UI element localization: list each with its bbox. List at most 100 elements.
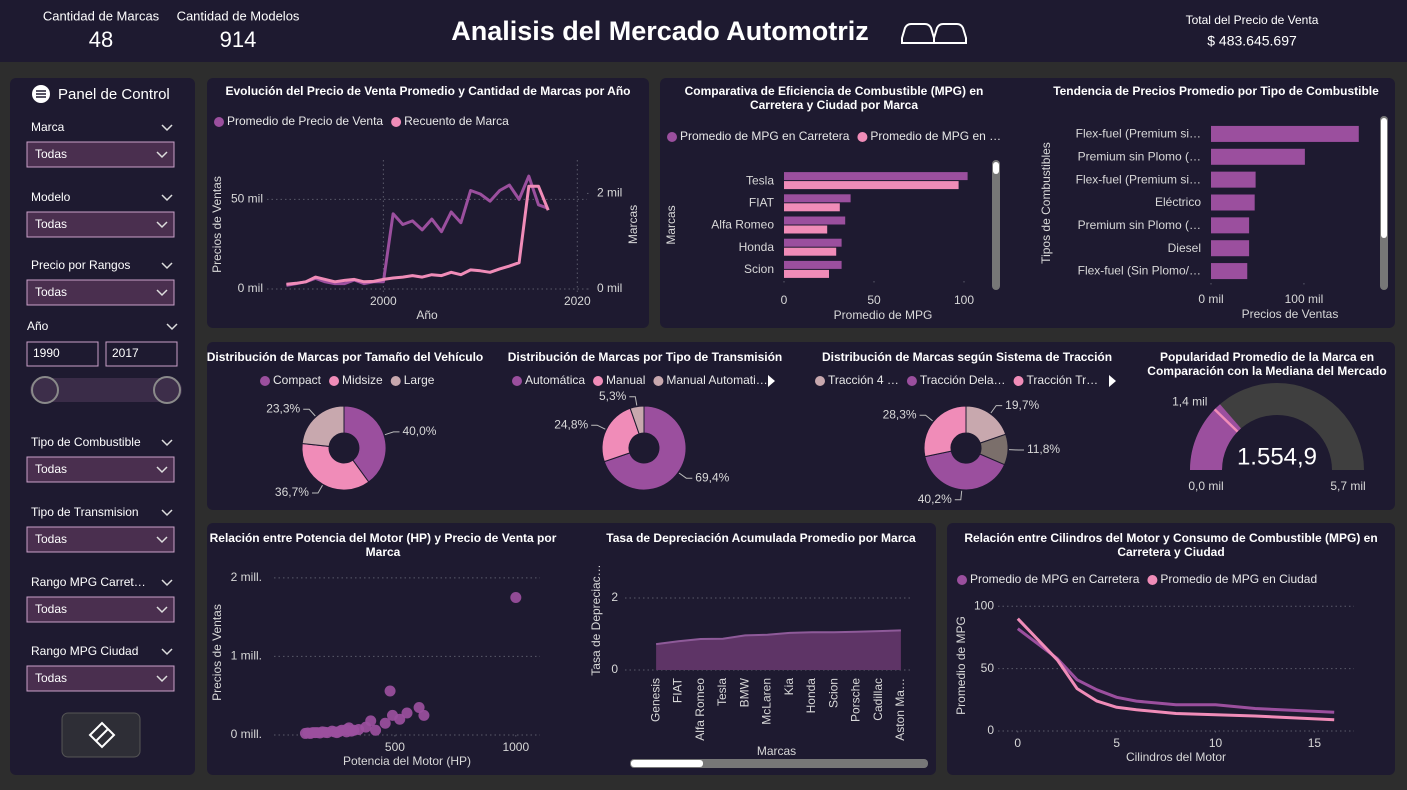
data-label: 5,3% (599, 389, 627, 403)
year-slider-handle[interactable] (31, 376, 59, 404)
y-tick-label: Premium sin Plomo (… (1078, 149, 1201, 163)
filter-label: Tipo de Combustible (31, 435, 141, 449)
filter-label: Tipo de Transmision (31, 505, 139, 519)
donut-slice (629, 405, 645, 435)
filter-dropdown[interactable] (26, 279, 175, 306)
y-tick-label: 1 mill. (231, 649, 262, 663)
panel-icon-lines (36, 90, 46, 98)
year-input[interactable] (105, 341, 178, 367)
x-tick-label: 2020 (564, 294, 591, 308)
y-tick-label: Flex-fuel (Premium si… (1076, 127, 1201, 141)
x-tick-label: Scion (826, 678, 840, 708)
legend-label: Tracción Dela… (920, 373, 1006, 387)
filter-dropdown[interactable] (26, 211, 175, 238)
scrollbar[interactable] (992, 160, 1000, 290)
y-tick-label: 50 mil (231, 192, 263, 206)
scrollbar-thumb[interactable] (993, 162, 999, 174)
filter-toggle (161, 579, 173, 587)
leader-line (678, 472, 693, 479)
bar (784, 203, 840, 212)
eraser-icon (88, 721, 116, 749)
legend-label: Manual (606, 373, 645, 387)
legend-more-arrow[interactable] (768, 375, 775, 387)
x-tick-label: 15 (1308, 736, 1322, 750)
y-tick-label: 0 mill. (231, 727, 262, 741)
bar (784, 225, 828, 234)
legend-swatch (593, 376, 604, 386)
legend-swatch (391, 117, 402, 127)
data-label: 24,8% (554, 417, 588, 431)
filter-label: Marca (31, 120, 65, 134)
donut-slice (924, 450, 1006, 491)
y-axis-title: Promedio de MPG (954, 616, 968, 715)
scatter-point (348, 724, 360, 736)
donut-slice (603, 405, 687, 491)
y-tick-label: Alfa Romeo (711, 218, 774, 232)
bar (784, 194, 851, 203)
dropdown-arrow (156, 466, 168, 474)
filter-value: Todas (35, 532, 67, 546)
y2-tick-label: 2 mil (597, 186, 622, 200)
filter-toggle (161, 439, 173, 447)
data-label: 11,8% (1027, 442, 1060, 456)
leader-line (303, 408, 316, 417)
y-tick-label: Tesla (746, 173, 774, 187)
car-icon (901, 23, 967, 44)
legend-swatch (390, 376, 401, 386)
year-input[interactable] (26, 341, 99, 367)
y-tick-label: Scion (744, 262, 774, 276)
donut-slice (601, 407, 640, 463)
filter-dropdown[interactable] (26, 526, 175, 553)
y-tick-label: 2 (611, 590, 618, 604)
filter-dropdown[interactable] (26, 141, 175, 168)
legend-swatch (906, 376, 917, 386)
bar (1211, 194, 1255, 211)
donut-slice (923, 405, 967, 458)
filter-dropdown[interactable] (26, 456, 175, 483)
x-tick-label: Aston Ma… (893, 678, 907, 741)
x-tick-label: BMW (737, 677, 751, 707)
kpi-label: Total del Precio de Venta (1186, 13, 1319, 27)
legend-label: Promedio de MPG en Carretera (970, 572, 1140, 586)
gauge-target (1213, 408, 1239, 433)
y-tick-label: FIAT (749, 195, 775, 209)
scrollbar-thumb[interactable] (631, 760, 703, 767)
scrollbar[interactable] (630, 759, 928, 768)
gauge-min-label: 0,0 mil (1188, 479, 1223, 493)
legend-swatch (214, 117, 224, 127)
legend-label: Tracción 4 … (828, 373, 899, 387)
y-tick-label: 0 (611, 662, 618, 676)
scatter-point (386, 709, 398, 721)
y-tick-label: Diesel (1168, 241, 1201, 255)
data-label: 69,4% (695, 470, 729, 484)
legend-swatch (653, 376, 664, 386)
legend-swatch (1147, 575, 1158, 585)
bar (784, 216, 846, 225)
dropdown-arrow (156, 289, 168, 297)
scatter-point (309, 727, 321, 739)
y-tick-label: Honda (739, 240, 775, 254)
filter-toggle (161, 509, 173, 517)
x-tick-label: McLaren (760, 678, 774, 725)
y-tick-label: Premium sin Plomo (… (1078, 218, 1201, 232)
legend-more-arrow[interactable] (1109, 375, 1116, 387)
filter-dropdown[interactable] (26, 665, 175, 692)
bar (784, 238, 842, 247)
kpi-label: Cantidad de Marcas (43, 8, 160, 23)
filter-dropdown[interactable] (26, 596, 175, 623)
x-tick-label: Alfa Romeo (693, 678, 707, 741)
scrollbar-thumb[interactable] (1381, 118, 1387, 238)
y-axis-title: Marcas (664, 205, 678, 244)
x-tick-label: 5 (1113, 736, 1120, 750)
leader-line (954, 490, 963, 501)
filter-toggle (161, 262, 173, 270)
bar (784, 181, 959, 190)
y-tick-label: 2 mill. (231, 570, 262, 584)
filter-value: Todas (35, 671, 67, 685)
y-tick-label: 0 (987, 723, 994, 737)
scatter-point (379, 717, 391, 729)
legend-swatch (857, 132, 868, 142)
line-series (1016, 617, 1335, 722)
year-slider-handle[interactable] (153, 376, 181, 404)
